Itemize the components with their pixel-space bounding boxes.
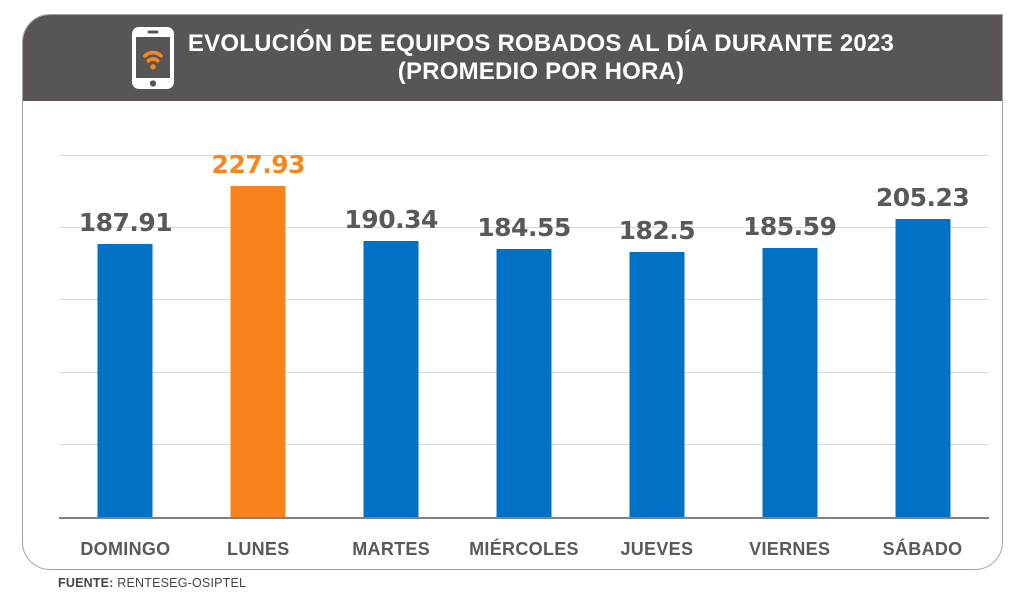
value-label: 182.5 [618,216,696,245]
value-label: 184.55 [477,213,571,242]
source-line: FUENTE: RENTESEG-OSIPTEL [58,576,246,590]
chart-header: EVOLUCIÓN DE EQUIPOS ROBADOS AL DÍA DURA… [23,15,1002,101]
gridline-250 [59,155,989,156]
bar-slot-jueves: 182.5 [590,156,723,517]
value-label: 187.91 [78,208,173,237]
smartphone-wifi-icon [131,27,174,89]
x-axis-labels: DOMINGO LUNES MARTES MIÉRCOLES JUEVES VIERNES… [59,527,989,569]
chart-card: EVOLUCIÓN DE EQUIPOS ROBADOS AL DÍA DURA… [22,14,1003,570]
bar [230,186,286,517]
chart-title-line2: (PROMEDIO POR HORA) [397,58,685,85]
plot-area: 187.91 227.93 190.34 184.55 182.5 185.59 205.2… [59,150,989,519]
source-value: RENTESEG-OSIPTEL [117,576,247,590]
bar [496,249,552,517]
bar-slot-viernes: 185.59 [723,156,856,517]
bar-slot-martes: 190.34 [325,156,458,517]
value-label: 227.93 [211,150,306,179]
day-label: JUEVES [620,538,694,559]
chart-title: EVOLUCIÓN DE EQUIPOS ROBADOS AL DÍA DURA… [188,30,894,87]
day-label: MARTES [352,538,431,559]
bar-slot-miércoles: 184.55 [458,156,591,517]
bar [629,252,685,517]
bar-slot-lunes: 227.93 [192,150,325,517]
bar [97,244,153,517]
day-label: MIÉRCOLES [469,538,579,559]
bar [363,241,419,517]
day-label: VIERNES [749,538,831,559]
bar-slot-domingo: 187.91 [59,156,192,517]
bar [762,248,818,517]
gridline-200 [59,227,989,229]
value-label: 205.23 [875,183,970,212]
day-label: DOMINGO [80,538,171,559]
source-label: FUENTE: [58,576,114,590]
bar [895,219,951,517]
bars-container: 187.91 227.93 190.34 184.55 182.5 185.59 205.2… [59,150,989,517]
day-label: LUNES [227,538,290,559]
day-label: SÁBADO [882,538,963,559]
bar-slot-sábado: 205.23 [856,156,989,517]
value-label: 185.59 [742,212,837,241]
value-label: 190.34 [344,205,438,234]
chart-title-line1: EVOLUCIÓN DE EQUIPOS ROBADOS AL DÍA DURA… [187,29,895,57]
